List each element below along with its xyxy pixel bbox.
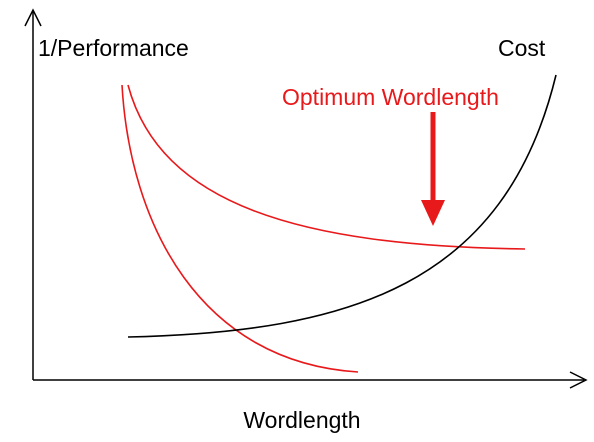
y-axis-label: 1/Performance (38, 35, 189, 61)
y-axis-arrowhead (24, 8, 42, 27)
optimum-arrowhead (421, 200, 445, 226)
x-axis-label: Wordlength (243, 407, 360, 433)
performance-curve-steep (121, 84, 359, 373)
optimum-label: Optimum Wordlength (282, 84, 499, 110)
cost-label: Cost (498, 35, 546, 61)
cost-curve (127, 74, 557, 338)
performance-curve (127, 84, 526, 250)
x-axis-arrowhead (569, 371, 588, 389)
